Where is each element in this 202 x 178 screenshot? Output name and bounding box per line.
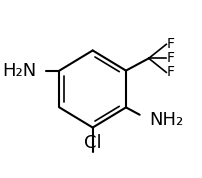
Text: F: F <box>165 51 174 65</box>
Text: NH₂: NH₂ <box>148 111 182 129</box>
Text: F: F <box>165 65 174 79</box>
Text: Cl: Cl <box>83 134 101 152</box>
Text: H₂N: H₂N <box>2 62 36 80</box>
Text: F: F <box>165 37 174 51</box>
